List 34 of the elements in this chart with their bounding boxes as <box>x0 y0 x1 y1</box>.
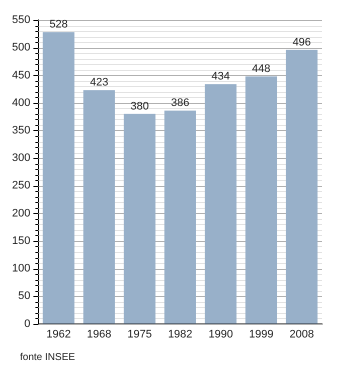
y-tick-label: 550 <box>12 14 30 26</box>
y-tick-label: 250 <box>12 180 30 192</box>
x-tick-label: 1962 <box>46 328 71 340</box>
y-tick-label: 400 <box>12 96 30 109</box>
y-tick-label: 0 <box>24 318 30 330</box>
y-tick-label: 200 <box>12 207 30 220</box>
y-tick-label: 350 <box>12 124 30 137</box>
y-tick-label: 150 <box>12 234 30 247</box>
y-tick-label: 100 <box>12 262 30 275</box>
bar <box>164 110 196 324</box>
x-tick-label: 1990 <box>208 328 233 340</box>
x-tick-label: 1982 <box>168 328 192 340</box>
data-label: 448 <box>252 62 270 75</box>
data-label: 380 <box>130 100 149 112</box>
data-label: 423 <box>90 76 108 89</box>
bar <box>83 90 115 324</box>
y-tick-label: 300 <box>12 152 30 164</box>
data-label: 528 <box>49 18 68 31</box>
bar <box>245 76 278 324</box>
bar <box>124 114 156 324</box>
x-tick-label: 2008 <box>289 328 314 340</box>
bar <box>42 32 74 324</box>
bar <box>204 84 236 324</box>
data-label: 386 <box>170 97 190 110</box>
y-tick-label: 450 <box>12 69 30 82</box>
bar <box>286 50 318 324</box>
x-tick-label: 1975 <box>127 328 152 340</box>
x-tick-label: 1968 <box>86 328 112 340</box>
source-note: fonte INSEE <box>20 352 76 363</box>
data-label: 496 <box>292 36 311 48</box>
x-tick-label: 1999 <box>248 328 274 340</box>
y-tick-label: 500 <box>12 42 30 54</box>
y-tick-label: 50 <box>18 290 30 302</box>
data-label: 434 <box>212 70 230 83</box>
